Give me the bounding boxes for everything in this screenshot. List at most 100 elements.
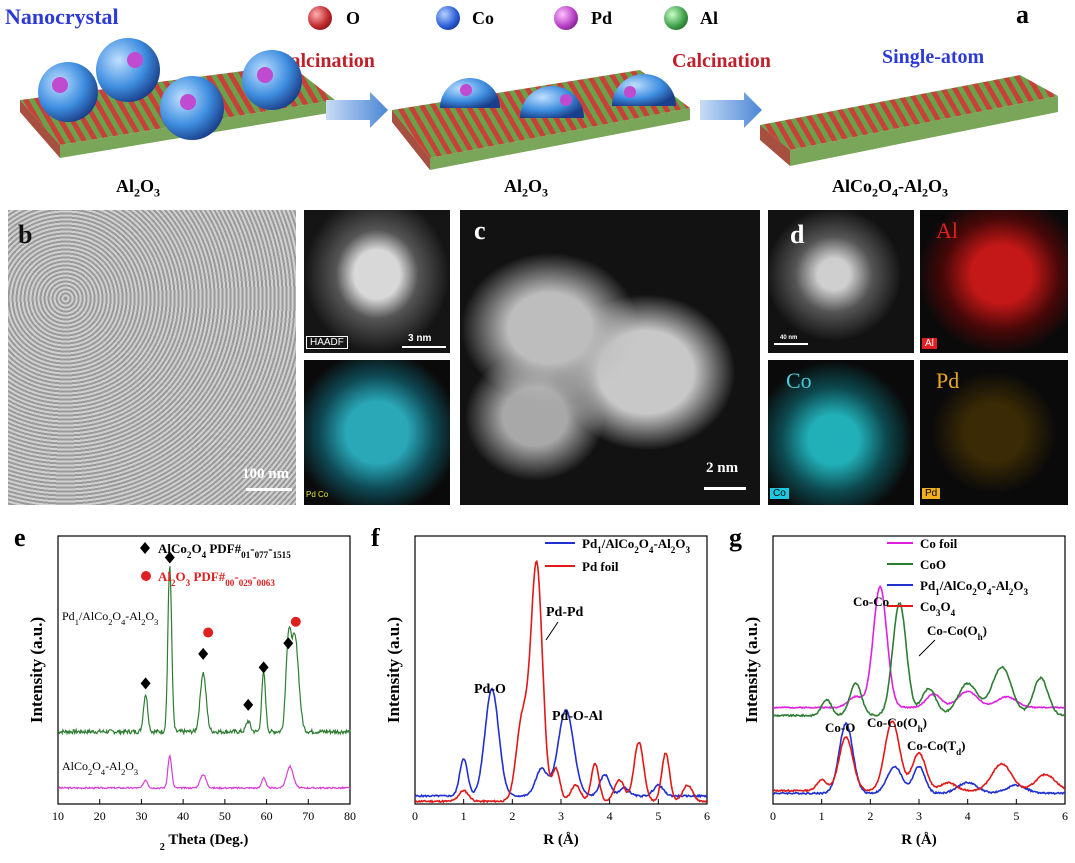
series-line-coo (772, 601, 1066, 718)
y-axis-label: Intensity (a.u.) (742, 617, 761, 723)
legend-al-label: Al (700, 8, 718, 28)
y-axis-label: Intensity (a.u.) (384, 617, 403, 723)
x-tick-label: 80 (344, 809, 356, 823)
label-alco2o4-al2o3: AlCo2O4-Al2O3 (832, 176, 949, 200)
tem-image-overview: b 100 nm (8, 210, 296, 505)
x-tick-label: 4 (965, 809, 971, 823)
annotation-co-co: Co-Co (853, 594, 889, 609)
process-arrow-2 (700, 92, 762, 128)
panel-letter: f (371, 528, 380, 552)
scale-label-main: 100 nm (242, 466, 290, 482)
x-tick-label: 70 (302, 809, 314, 823)
plot-frame (57, 535, 351, 805)
eds-map-label: Pd Co (306, 490, 329, 499)
legend-text: CoO (920, 557, 946, 572)
panel-letter: e (14, 528, 26, 552)
legend-text-pd1: Pd1/AlCo2O4-Al2O3 (582, 536, 690, 555)
legend-text-al2o3: Al2O3 PDF#00-029-0063 (158, 569, 275, 588)
eds-map-al: Al Al (920, 210, 1068, 353)
x-tick-label: 6 (704, 809, 710, 823)
map-tag-co: Co (770, 488, 789, 499)
x-tick-label: 60 (261, 809, 273, 823)
scale-bar-haadf (402, 346, 446, 348)
annotation-co-o: Co-O (825, 720, 855, 735)
x-tick-label: 20 (94, 809, 106, 823)
calcination-label-1: Calcination (276, 50, 375, 72)
annotation-co-co-oh-2: Co-Co(Oh) (867, 715, 927, 734)
hr-haadf-image: c 2 nm (460, 210, 760, 505)
annotation-arrow (918, 639, 936, 657)
diamond-marker (258, 661, 269, 674)
haadf-label: HAADF (306, 336, 348, 349)
panel-letter: g (729, 528, 742, 552)
panel-b-letter: b (18, 220, 33, 249)
alco2o4-slab-right (760, 75, 1058, 150)
scale-label-c: 2 nm (706, 460, 739, 476)
x-tick-label: 0 (412, 809, 418, 823)
scale-label-haadf: 3 nm (408, 333, 432, 344)
diamond-marker (198, 647, 209, 660)
series-line-pd-foil (414, 559, 708, 804)
panel-d-letter: d (790, 220, 805, 249)
legend-text-pd-foil: Pd foil (582, 559, 619, 574)
x-tick-label: 2 (509, 809, 515, 823)
panel-a: Nanocrystal O Co Pd Al a Calcination Cal… (0, 0, 1075, 205)
eds-map-co: Co Co (768, 360, 914, 505)
diamond-marker (243, 698, 254, 711)
annotation-co-co-oh: Co-Co(Oh) (927, 623, 987, 642)
al-sphere-icon (664, 6, 688, 30)
map-title-al: Al (936, 218, 958, 243)
legend-text: Co3O4 (920, 599, 956, 618)
annotation-pd-pd: Pd-Pd (546, 605, 584, 620)
pd-sphere-icon (554, 6, 578, 30)
series-line-co-foil (772, 584, 1066, 710)
atom-legend: O Co Pd Al (308, 6, 748, 32)
circle-marker (290, 616, 301, 627)
diamond-marker (140, 677, 151, 690)
diamond-marker (283, 637, 294, 650)
scale-label-d: 40 nm (780, 335, 798, 341)
series-line-pd1 (772, 721, 1066, 796)
label-al2o3-left: Al2O3 (116, 176, 161, 200)
haadf-image: HAADF 3 nm (304, 210, 450, 353)
circle-marker (203, 627, 214, 638)
legend-diamond (140, 542, 150, 554)
x-axis-label: 2 Theta (Deg.) (160, 832, 249, 853)
x-tick-label: 3 (916, 809, 922, 823)
series-label-pd1: Pd1/AlCo2O4-Al2O3 (62, 609, 158, 627)
series-label-alco2o4: AlCo2O4-Al2O3 (62, 759, 138, 777)
process-arrow-1 (326, 92, 388, 128)
nanocrystal-title: Nanocrystal (5, 4, 119, 29)
chart-e: 10 20 30 40 50 60 70 80 2 Theta (Deg.) Intensity … (14, 528, 356, 853)
x-tick-label: 50 (219, 809, 231, 823)
x-tick-label: 1 (819, 809, 825, 823)
panel-c-letter: c (474, 216, 486, 245)
series-line-pd1 (414, 687, 708, 799)
chart-g: 0 1 2 3 4 5 6 R (Å) Intensity (a.u.) g Co foil CoO P… (729, 528, 1068, 848)
legend-text: Co foil (920, 536, 958, 551)
series-line-pd1 (57, 566, 351, 736)
x-tick-label: 3 (558, 809, 564, 823)
x-tick-label: 40 (177, 809, 189, 823)
legend-circle (141, 571, 151, 581)
x-axis-label: R (Å) (543, 832, 578, 848)
o-sphere-icon (308, 6, 332, 30)
annotation-pd-o: Pd-O (474, 682, 506, 697)
legend-text-alco2o4: AlCo2O4 PDF#01-077-1515 (158, 541, 291, 560)
x-tick-label: 5 (1013, 809, 1019, 823)
panel-a-letter: a (1016, 0, 1029, 29)
haadf-image-d: d 40 nm (768, 210, 914, 353)
plot-frame (772, 535, 1066, 805)
legend-text: Pd1/AlCo2O4-Al2O3 (920, 578, 1028, 597)
map-tag-al: Al (922, 338, 937, 349)
map-title-co: Co (786, 368, 812, 393)
x-tick-label: 2 (867, 809, 873, 823)
schematic-illustration (20, 38, 1058, 170)
x-axis-label: R (Å) (901, 832, 936, 848)
co-sphere-icon (436, 6, 460, 30)
scale-bar-main (246, 488, 292, 491)
x-tick-label: 1 (461, 809, 467, 823)
annotation-pd-o-al: Pd-O-Al (552, 709, 603, 724)
map-tag-pd: Pd (922, 488, 941, 499)
series-line-co3o4 (772, 720, 1066, 793)
